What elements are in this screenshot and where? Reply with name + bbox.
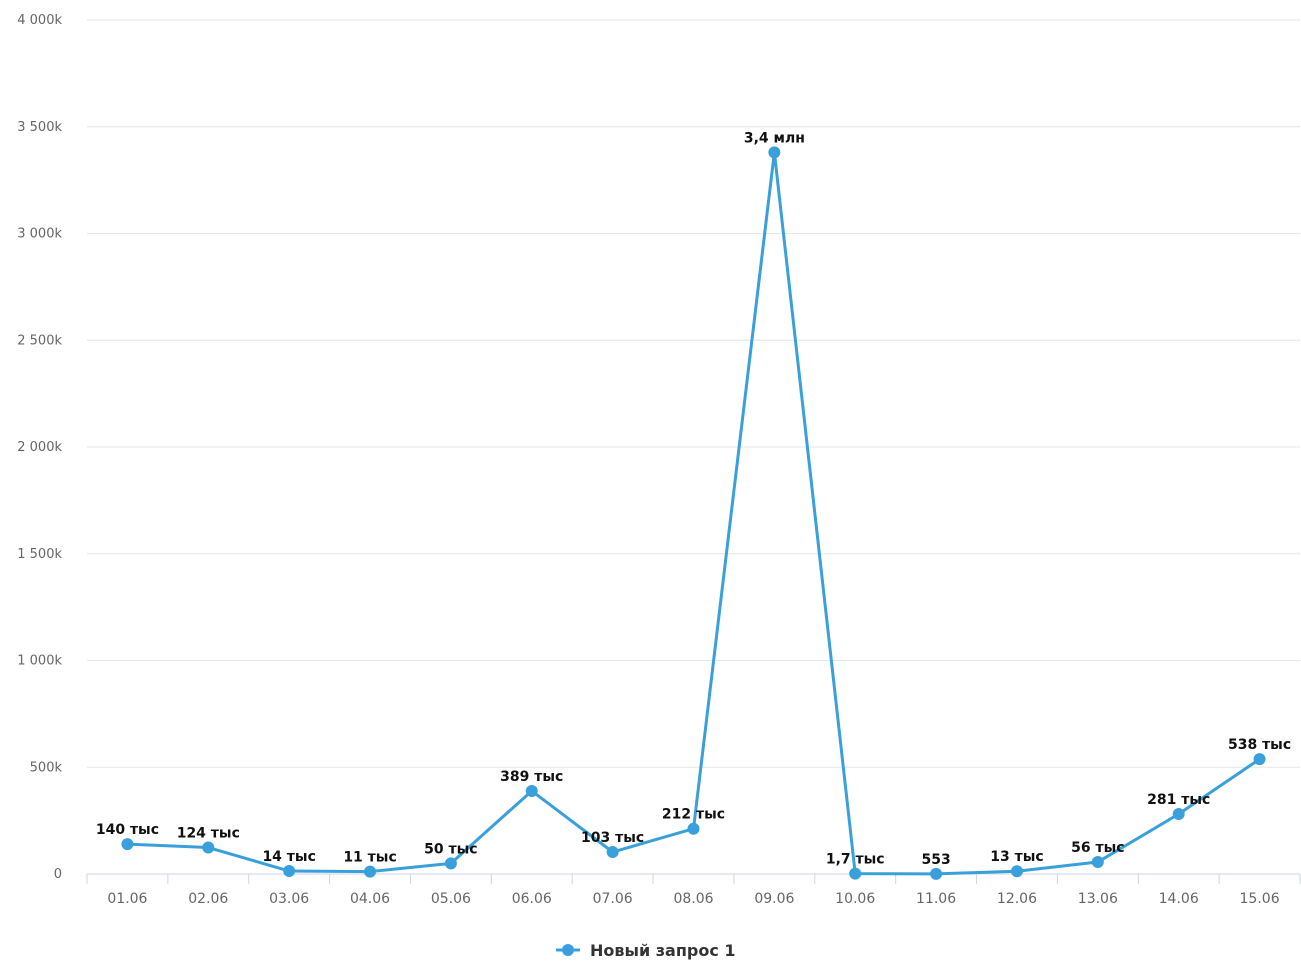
- y-tick-label: 2 500k: [17, 333, 62, 348]
- data-point: [1010, 865, 1023, 878]
- y-tick-label: 1 000k: [17, 654, 62, 669]
- data-point: [930, 867, 943, 880]
- data-label: 538 тыс: [1228, 737, 1291, 753]
- data-point: [444, 857, 457, 870]
- y-tick-label: 0: [54, 867, 62, 882]
- series-line: [127, 150, 1261, 876]
- x-tick-label: 04.06: [350, 891, 390, 907]
- y-tick-label: 4 000k: [17, 13, 62, 28]
- y-tick-label: 2 000k: [17, 440, 62, 455]
- x-tick-label: 03.06: [269, 891, 309, 907]
- data-labels: 140 тыс 124 тыс 14 тыс 11 тыс 50 тыс 389 тыс 1…: [96, 130, 1291, 868]
- data-point: [283, 865, 296, 878]
- x-tick-label: 10.06: [835, 891, 875, 907]
- data-label: 1,7 тыс: [826, 852, 885, 868]
- x-tick-label: 08.06: [673, 891, 713, 907]
- data-point: [849, 867, 862, 880]
- x-tick-label: 05.06: [431, 891, 471, 907]
- data-label: 281 тыс: [1147, 792, 1210, 808]
- series-group: [121, 146, 1266, 880]
- x-tick-label: 09.06: [754, 891, 794, 907]
- data-label: 14 тыс: [262, 849, 315, 865]
- x-tick-label: 01.06: [107, 891, 147, 907]
- data-point: [1091, 856, 1104, 869]
- legend-item[interactable]: Новый запрос 1: [556, 941, 736, 960]
- data-label: 56 тыс: [1071, 840, 1124, 856]
- data-point: [121, 838, 134, 851]
- data-point: [202, 841, 215, 854]
- data-point: [768, 146, 781, 159]
- data-label: 50 тыс: [424, 841, 477, 857]
- x-tick-label: 14.06: [1159, 891, 1199, 907]
- data-label: 124 тыс: [177, 826, 240, 842]
- data-label: 212 тыс: [662, 807, 725, 823]
- legend-label: Новый запрос 1: [590, 941, 736, 960]
- data-point: [1172, 808, 1185, 821]
- data-label: 103 тыс: [581, 830, 644, 846]
- x-tick-label: 02.06: [188, 891, 228, 907]
- y-tick-label: 3 000k: [17, 227, 62, 242]
- y-axis: 0 500k 1 000k 1 500k 2 000k 2 500k 3 000k 3 500…: [17, 13, 62, 882]
- x-tick-label: 11.06: [916, 891, 956, 907]
- data-label: 11 тыс: [343, 850, 396, 866]
- data-point: [1253, 753, 1266, 766]
- y-tick-label: 1 500k: [17, 547, 62, 562]
- legend[interactable]: Новый запрос 1: [556, 941, 736, 960]
- y-tick-label: 500k: [30, 760, 63, 775]
- data-point: [606, 846, 619, 859]
- data-label: 553: [921, 852, 950, 868]
- x-axis: 01.06 02.06 03.06 04.06 05.06 06.06 07.06 08.06…: [86, 873, 1301, 907]
- data-label: 140 тыс: [96, 822, 159, 838]
- data-label: 389 тыс: [500, 769, 563, 785]
- data-label: 3,4 млн: [744, 130, 805, 146]
- legend-marker-icon: [562, 944, 574, 956]
- x-tick-label: 12.06: [997, 891, 1037, 907]
- data-point: [525, 784, 538, 797]
- x-tick-label: 06.06: [512, 891, 552, 907]
- y-tick-label: 3 500k: [17, 120, 62, 135]
- data-point: [364, 865, 377, 878]
- x-tick-label: 15.06: [1240, 891, 1280, 907]
- x-tick-label: 13.06: [1078, 891, 1118, 907]
- grid-lines: [87, 19, 1300, 768]
- data-point: [687, 822, 700, 835]
- x-tick-label: 07.06: [593, 891, 633, 907]
- data-label: 13 тыс: [990, 849, 1043, 865]
